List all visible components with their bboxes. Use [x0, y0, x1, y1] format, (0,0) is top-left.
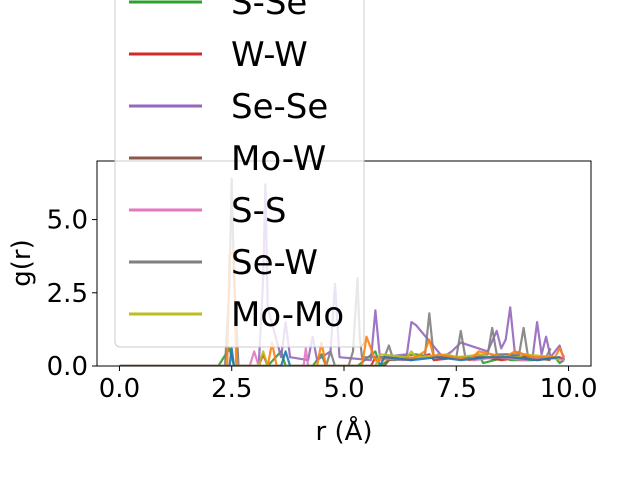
axis-ticks: 0.0 2.5 5.0 7.5 10.0 0.0 2.5 5.0 — [47, 206, 598, 404]
y-tick-label: 2.5 — [47, 279, 88, 309]
series-line-unlabeled-7 — [119, 250, 566, 366]
y-tick-label: 0.0 — [47, 352, 88, 382]
legend-label-se-w: Se-W — [231, 243, 318, 283]
x-axis-label: r (Å) — [315, 415, 372, 447]
x-tick-label: 0.0 — [99, 374, 140, 404]
y-axis-label: g(r) — [7, 239, 37, 286]
x-tick-label: 2.5 — [211, 374, 252, 404]
x-tick-label: 10.0 — [540, 374, 598, 404]
series-line-unlabeled-8 — [119, 347, 560, 366]
legend-label-mo-mo: Mo-Mo — [231, 295, 344, 335]
legend: S-Se W-W Se-Se Mo-W S-S Se-W Mo-Mo — [114, 0, 365, 348]
series-lines — [119, 177, 566, 366]
y-tick-label: 5.0 — [47, 206, 88, 236]
legend-label-se-se: Se-Se — [231, 87, 328, 127]
x-tick-label: 7.5 — [436, 374, 477, 404]
legend-label-w-w: W-W — [231, 35, 308, 75]
legend-box — [114, 0, 365, 348]
legend-label-mo-w: Mo-W — [231, 139, 326, 179]
legend-label-s-s: S-S — [231, 191, 286, 231]
series-line-se-w — [119, 177, 552, 366]
x-tick-label: 5.0 — [323, 374, 364, 404]
legend-label-s-se: S-Se — [231, 0, 307, 23]
